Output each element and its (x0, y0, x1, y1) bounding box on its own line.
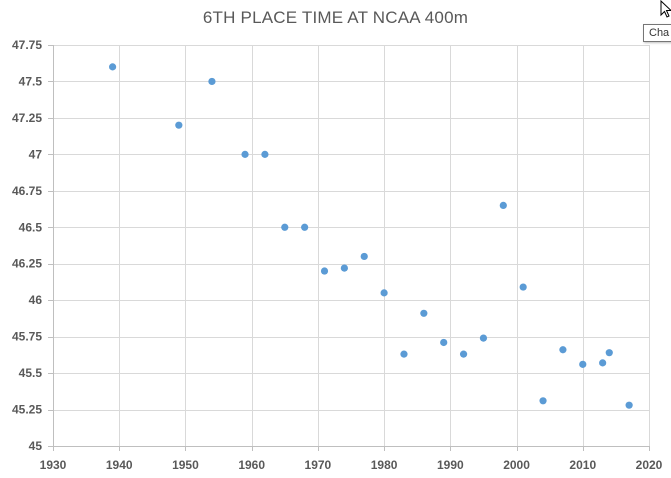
data-point[interactable] (539, 397, 547, 405)
data-point[interactable] (625, 401, 633, 409)
y-tick-label: 45.75 (12, 330, 42, 344)
y-tick-label: 47.5 (19, 74, 43, 88)
data-point[interactable] (281, 223, 289, 231)
y-tick-label: 45.5 (19, 366, 43, 380)
x-tick-label: 2010 (569, 458, 596, 472)
y-tick-label: 46.25 (12, 257, 42, 271)
data-point[interactable] (261, 150, 269, 158)
x-tick-label: 1940 (106, 458, 133, 472)
axes (48, 45, 650, 451)
x-tick-label: 2020 (636, 458, 663, 472)
data-series-points[interactable] (109, 63, 633, 409)
data-point[interactable] (380, 289, 388, 297)
x-axis-tick-labels: 1930 1940 1950 1960 1970 1980 1990 2000 2010 2020 (40, 458, 663, 472)
data-point[interactable] (109, 63, 117, 71)
data-point[interactable] (340, 264, 348, 272)
data-point[interactable] (208, 77, 216, 86)
x-tick-label: 1960 (238, 458, 265, 472)
horizontal-gridlines (53, 45, 649, 411)
y-tick-label: 45.25 (12, 403, 42, 417)
vertical-gridlines (119, 45, 650, 446)
y-tick-label: 46 (29, 293, 43, 307)
data-point[interactable] (400, 350, 408, 358)
x-tick-label: 2000 (503, 458, 530, 472)
data-point[interactable] (605, 349, 613, 357)
y-tick-label: 46.5 (19, 220, 43, 234)
chart-title[interactable]: 6TH PLACE TIME AT NCAA 400m (202, 8, 469, 27)
y-tick-label: 47.75 (12, 38, 42, 52)
y-tick-label: 46.75 (12, 184, 42, 198)
data-point[interactable] (459, 350, 468, 358)
data-point[interactable] (241, 150, 249, 158)
data-point[interactable] (320, 267, 329, 275)
y-tick-label: 47 (29, 147, 43, 161)
chart-tooltip: Cha (643, 24, 671, 42)
mouse-pointer-icon (660, 0, 671, 18)
data-point[interactable] (360, 252, 368, 261)
data-point[interactable] (420, 309, 428, 317)
data-point[interactable] (519, 283, 527, 291)
y-tick-label: 45 (29, 439, 43, 453)
x-tick-label: 1980 (371, 458, 398, 472)
data-point[interactable] (579, 360, 587, 368)
y-tick-label: 47.25 (12, 111, 42, 125)
x-tick-label: 1950 (172, 458, 199, 472)
x-tick-label: 1990 (437, 458, 464, 472)
data-point[interactable] (499, 201, 507, 209)
data-point[interactable] (175, 121, 183, 129)
data-point[interactable] (479, 334, 488, 342)
y-axis-tick-labels: 45 45.25 45.5 45.75 46 46.25 46.5 46.75 47 47.25 4… (12, 38, 42, 453)
data-point[interactable] (301, 223, 309, 231)
data-point[interactable] (440, 338, 448, 347)
data-point[interactable] (599, 359, 607, 367)
x-tick-label: 1930 (40, 458, 67, 472)
data-point[interactable] (559, 346, 567, 354)
x-tick-label: 1970 (305, 458, 332, 472)
